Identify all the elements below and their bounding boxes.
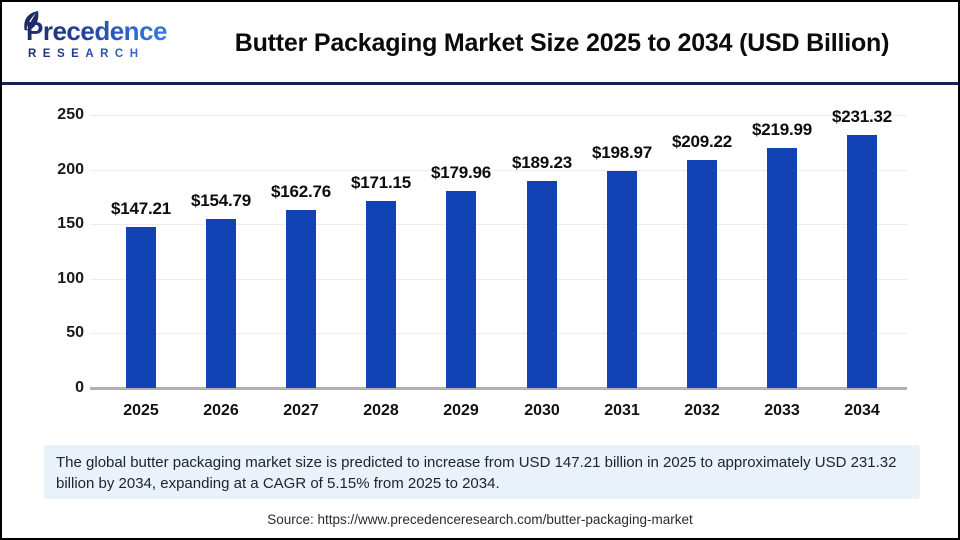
gridline-150 [90, 224, 907, 226]
bar-2028 [366, 201, 396, 388]
logo-subtitle: RESEARCH [24, 47, 174, 61]
bar-2034 [847, 135, 877, 388]
x-axis-label-2034: 2034 [844, 402, 880, 419]
summary-note: The global butter packaging market size … [44, 445, 920, 499]
bar-2032 [687, 159, 717, 388]
bar-value-label-2025: $147.21 [110, 199, 172, 219]
summary-note-text: The global butter packaging market size … [56, 454, 897, 492]
bar-value-label-2032: $209.22 [671, 131, 733, 151]
x-axis-label-2033: 2033 [764, 402, 800, 419]
bar-value-label-2026: $154.79 [190, 190, 252, 210]
source-line: Source: https://www.precedenceresearch.c… [267, 512, 693, 527]
x-axis-label-2029: 2029 [443, 402, 479, 419]
x-axis-label-2032: 2032 [684, 402, 720, 419]
bar-value-label-2033: $219.99 [751, 119, 813, 139]
bar-2027 [286, 210, 316, 388]
bar-value-label-2030: $189.23 [511, 153, 573, 173]
y-axis-label-0: 0 [75, 379, 84, 396]
header-divider [2, 82, 958, 85]
bar-value-label-2027: $162.76 [270, 182, 332, 202]
bar-value-label-2031: $198.97 [591, 142, 653, 162]
bar-chart: 0 50 100 150 200 250 $147.21 2025 $154.79 2026 $16… [2, 85, 958, 437]
y-axis-label-250: 250 [57, 106, 84, 123]
bar-value-label-2034: $231.32 [831, 107, 893, 127]
page-title: Butter Packaging Market Size 2025 to 203… [234, 29, 890, 57]
gridline-250 [90, 115, 907, 116]
y-axis-label-50: 50 [66, 324, 84, 342]
bar-2033 [767, 147, 797, 388]
y-axis-label-100: 100 [57, 269, 84, 287]
x-axis-label-2025: 2025 [123, 402, 159, 419]
bar-2030 [527, 181, 557, 388]
x-axis-label-2026: 2026 [203, 402, 239, 419]
gridline-50 [90, 333, 907, 335]
y-axis-label-150: 150 [57, 215, 84, 233]
bar-value-label-2029: $179.96 [430, 163, 492, 183]
x-axis-label-2031: 2031 [604, 402, 640, 419]
bar-value-label-2028: $171.15 [350, 173, 412, 193]
bar-2029 [446, 191, 476, 388]
leaf-icon [24, 11, 39, 31]
x-axis-label-2030: 2030 [524, 402, 560, 419]
precedence-research-logo: Precedence RESEARCH [24, 11, 174, 71]
bar-2031 [607, 170, 637, 388]
logo-wordmark: Precedence [24, 15, 174, 47]
axis-baseline [90, 387, 907, 390]
header: Precedence RESEARCH Butter Packaging Mar… [2, 2, 958, 82]
x-axis-label-2028: 2028 [363, 402, 399, 419]
gridline-200 [90, 169, 907, 171]
bar-2025 [126, 227, 156, 388]
gridline-100 [90, 278, 907, 280]
bar-2026 [206, 218, 236, 388]
x-axis-label-2027: 2027 [283, 402, 319, 419]
y-axis-label-200: 200 [57, 160, 84, 178]
